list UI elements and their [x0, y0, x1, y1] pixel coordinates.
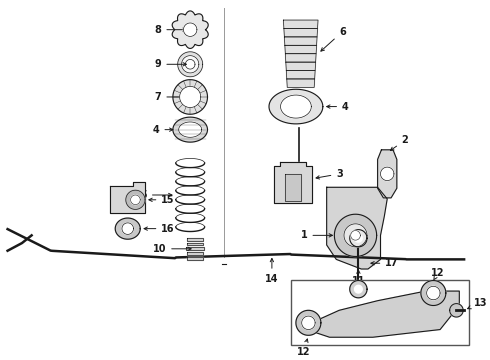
Polygon shape [351, 230, 360, 240]
Polygon shape [110, 183, 145, 213]
Polygon shape [284, 37, 317, 45]
Polygon shape [187, 243, 203, 246]
Polygon shape [284, 28, 318, 37]
Polygon shape [181, 56, 199, 73]
Polygon shape [173, 80, 207, 114]
Text: 11: 11 [352, 270, 365, 287]
Text: 6: 6 [321, 27, 346, 51]
Polygon shape [180, 86, 201, 108]
Polygon shape [450, 303, 463, 317]
Polygon shape [179, 122, 202, 137]
Polygon shape [381, 167, 394, 181]
Text: 14: 14 [265, 258, 279, 284]
Polygon shape [285, 54, 316, 62]
Polygon shape [178, 52, 203, 77]
Polygon shape [286, 71, 315, 79]
Polygon shape [285, 45, 317, 54]
Polygon shape [286, 62, 316, 71]
Polygon shape [355, 285, 362, 293]
Text: 4: 4 [327, 102, 349, 112]
Text: 16: 16 [144, 224, 175, 234]
Polygon shape [187, 257, 203, 260]
Polygon shape [269, 89, 323, 124]
Polygon shape [274, 162, 312, 203]
Polygon shape [172, 11, 208, 49]
Polygon shape [301, 291, 459, 337]
Polygon shape [122, 223, 133, 234]
Polygon shape [334, 214, 377, 256]
Text: 7: 7 [155, 92, 186, 102]
Polygon shape [355, 234, 362, 242]
Text: 12: 12 [431, 267, 445, 280]
Text: 3: 3 [316, 169, 343, 179]
Polygon shape [378, 150, 397, 198]
Text: 1: 1 [301, 230, 332, 240]
Text: 8: 8 [154, 25, 186, 35]
Polygon shape [115, 218, 140, 239]
Polygon shape [350, 280, 367, 298]
Text: 15: 15 [149, 195, 175, 205]
Polygon shape [427, 286, 440, 300]
Polygon shape [344, 224, 367, 247]
Polygon shape [350, 230, 367, 247]
Polygon shape [173, 117, 207, 142]
Text: 13: 13 [467, 298, 487, 309]
Polygon shape [131, 195, 140, 204]
Polygon shape [126, 190, 145, 210]
Polygon shape [285, 174, 301, 201]
Polygon shape [283, 20, 318, 28]
Polygon shape [183, 23, 197, 36]
Polygon shape [296, 310, 321, 335]
Bar [291, 280, 469, 345]
Text: 12: 12 [297, 339, 310, 357]
Polygon shape [187, 238, 203, 240]
Polygon shape [187, 252, 203, 255]
Text: 10: 10 [153, 244, 191, 254]
Text: 4: 4 [153, 125, 173, 135]
Polygon shape [302, 316, 315, 329]
Text: 9: 9 [155, 59, 186, 69]
Text: 5: 5 [140, 190, 172, 200]
Text: 2: 2 [391, 135, 408, 150]
Polygon shape [421, 280, 446, 306]
Polygon shape [287, 79, 315, 87]
Polygon shape [281, 95, 311, 118]
Polygon shape [185, 59, 195, 69]
Text: 17: 17 [371, 258, 399, 268]
Polygon shape [186, 247, 204, 250]
Polygon shape [327, 187, 387, 269]
